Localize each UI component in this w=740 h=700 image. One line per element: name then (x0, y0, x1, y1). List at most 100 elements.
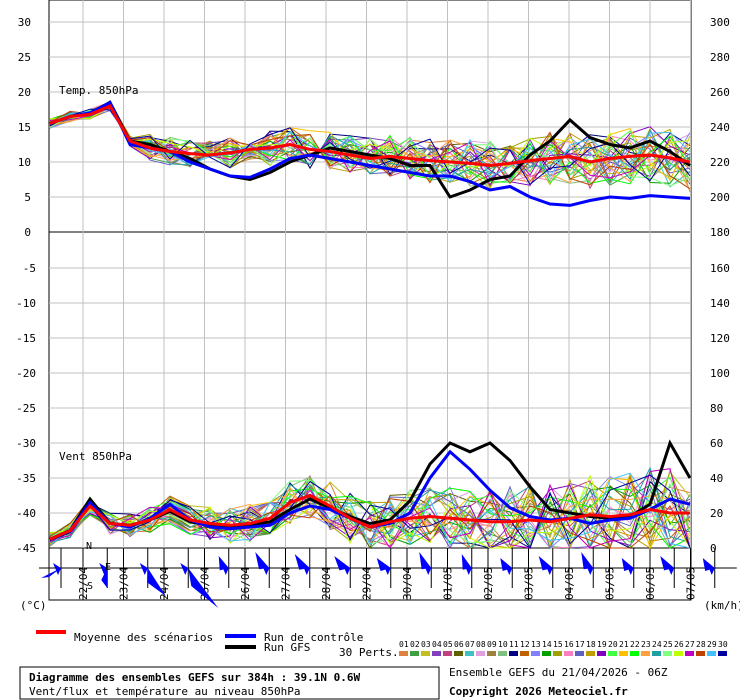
pert-swatch (652, 651, 661, 656)
pert-swatch (509, 651, 518, 656)
rose-petal (99, 563, 108, 575)
pert-swatch (487, 651, 496, 656)
wind-left-tick-label: -35 (16, 472, 36, 485)
pert-swatch (476, 651, 485, 656)
pert-swatch (630, 651, 639, 656)
wind-right-tick-label: 80 (710, 402, 723, 415)
rose-petal (139, 563, 148, 575)
pert-swatch (454, 651, 463, 656)
legend-gfs: Run GFS (264, 641, 310, 654)
rose-petal (544, 563, 553, 575)
temp-tick-label: 10 (18, 156, 31, 169)
rose-petal (423, 563, 432, 575)
pert-label: 28 (696, 640, 706, 649)
pert-swatch (718, 651, 727, 656)
axis-tick-labels: 22/04 23/04 24/04 25/04 26/04 27/04 28/04 29/04… (16, 16, 730, 600)
date-label: 30/04 (401, 567, 414, 600)
pert-label: 07 (465, 640, 475, 649)
pert-temp-line (49, 108, 691, 183)
wind-right-tick-label: 140 (710, 297, 730, 310)
pert-swatch (553, 651, 562, 656)
pert-label: 01 (399, 640, 409, 649)
pert-wind-line (49, 494, 691, 549)
rose-petal (419, 552, 432, 570)
rose-petal (382, 563, 391, 575)
rose-petal (41, 568, 61, 578)
pert-label: 02 (410, 640, 420, 649)
pert-swatch (542, 651, 551, 656)
wind-right-tick-label: 0 (710, 542, 717, 555)
pert-swatch (608, 651, 617, 656)
right-unit-label: (km/h) (704, 599, 740, 612)
pert-swatch (685, 651, 694, 656)
pert-label: 26 (674, 640, 684, 649)
temp-right-tick-label: 280 (710, 51, 730, 64)
temp-tick-label: 30 (18, 16, 31, 29)
pert-label: 13 (531, 640, 541, 649)
pert-swatch (619, 651, 628, 656)
footer-subtitle: Vent/flux et température au niveau 850hP… (29, 685, 301, 698)
date-label: 26/04 (239, 567, 252, 600)
pert-swatch (575, 651, 584, 656)
date-label: 02/05 (482, 567, 495, 600)
pert-swatch (674, 651, 683, 656)
date-label: 27/04 (280, 567, 293, 600)
pert-swatch (707, 651, 716, 656)
rose-petal (188, 568, 219, 608)
wind-left-tick-label: -25 (16, 402, 36, 415)
date-label: 06/05 (644, 567, 657, 600)
wind-right-tick-label: 100 (710, 367, 730, 380)
wind-left-tick-label: -20 (16, 367, 36, 380)
rose-petal (101, 568, 108, 588)
temp-tick-label: 25 (18, 51, 31, 64)
footer-box (19, 666, 440, 700)
rose-petal (301, 563, 310, 575)
rose-petal (504, 563, 513, 575)
rose-petal (220, 563, 229, 575)
pert-label: 27 (685, 640, 695, 649)
pert-label: 03 (421, 640, 431, 649)
pert-swatch (531, 651, 540, 656)
compass-e: E (105, 562, 111, 573)
pert-label: 06 (454, 640, 464, 649)
pert-label: 20 (608, 640, 618, 649)
pert-swatch (399, 651, 408, 656)
pert-label: 22 (630, 640, 640, 649)
pert-label: 15 (553, 640, 563, 649)
pert-label: 21 (619, 640, 629, 649)
pert-swatch (564, 651, 573, 656)
pert-swatch (520, 651, 529, 656)
footer-title: Diagramme des ensembles GEFS sur 384h : … (29, 671, 361, 684)
date-label: 03/05 (523, 567, 536, 600)
rose-petal (255, 552, 270, 570)
date-label: 23/04 (118, 567, 131, 600)
wind-right-tick-label: 40 (710, 472, 723, 485)
pert-label: 24 (652, 640, 662, 649)
rose-petal (261, 563, 270, 575)
pert-label: 11 (509, 640, 519, 649)
pert-temp-line (49, 108, 691, 186)
wind-left-tick-label: -30 (16, 437, 36, 450)
compass-n: N (86, 541, 92, 552)
date-label: 01/05 (442, 567, 455, 600)
pert-temp-line (49, 107, 691, 183)
legend-control: Run de contrôle (264, 631, 363, 644)
pert-label: 05 (443, 640, 453, 649)
pert-swatch (597, 651, 606, 656)
temp-right-tick-label: 220 (710, 156, 730, 169)
temp-right-tick-label: 300 (710, 16, 730, 29)
series-temp-line (49, 100, 691, 199)
legend-mean: Moyenne des scénarios (74, 631, 213, 644)
date-label: 07/05 (685, 567, 698, 600)
wind-roses (39, 548, 737, 608)
pert-label: 18 (586, 640, 596, 649)
pert-label: 12 (520, 640, 530, 649)
pert-label: 09 (487, 640, 497, 649)
legend-perts-label: 30 Perts. (339, 646, 399, 659)
wind-right-tick-label: 60 (710, 437, 723, 450)
wind-left-tick-label: -45 (16, 542, 36, 555)
pert-swatch (410, 651, 419, 656)
grid-lines (49, 0, 691, 600)
wind-left-tick-label: -40 (16, 507, 36, 520)
